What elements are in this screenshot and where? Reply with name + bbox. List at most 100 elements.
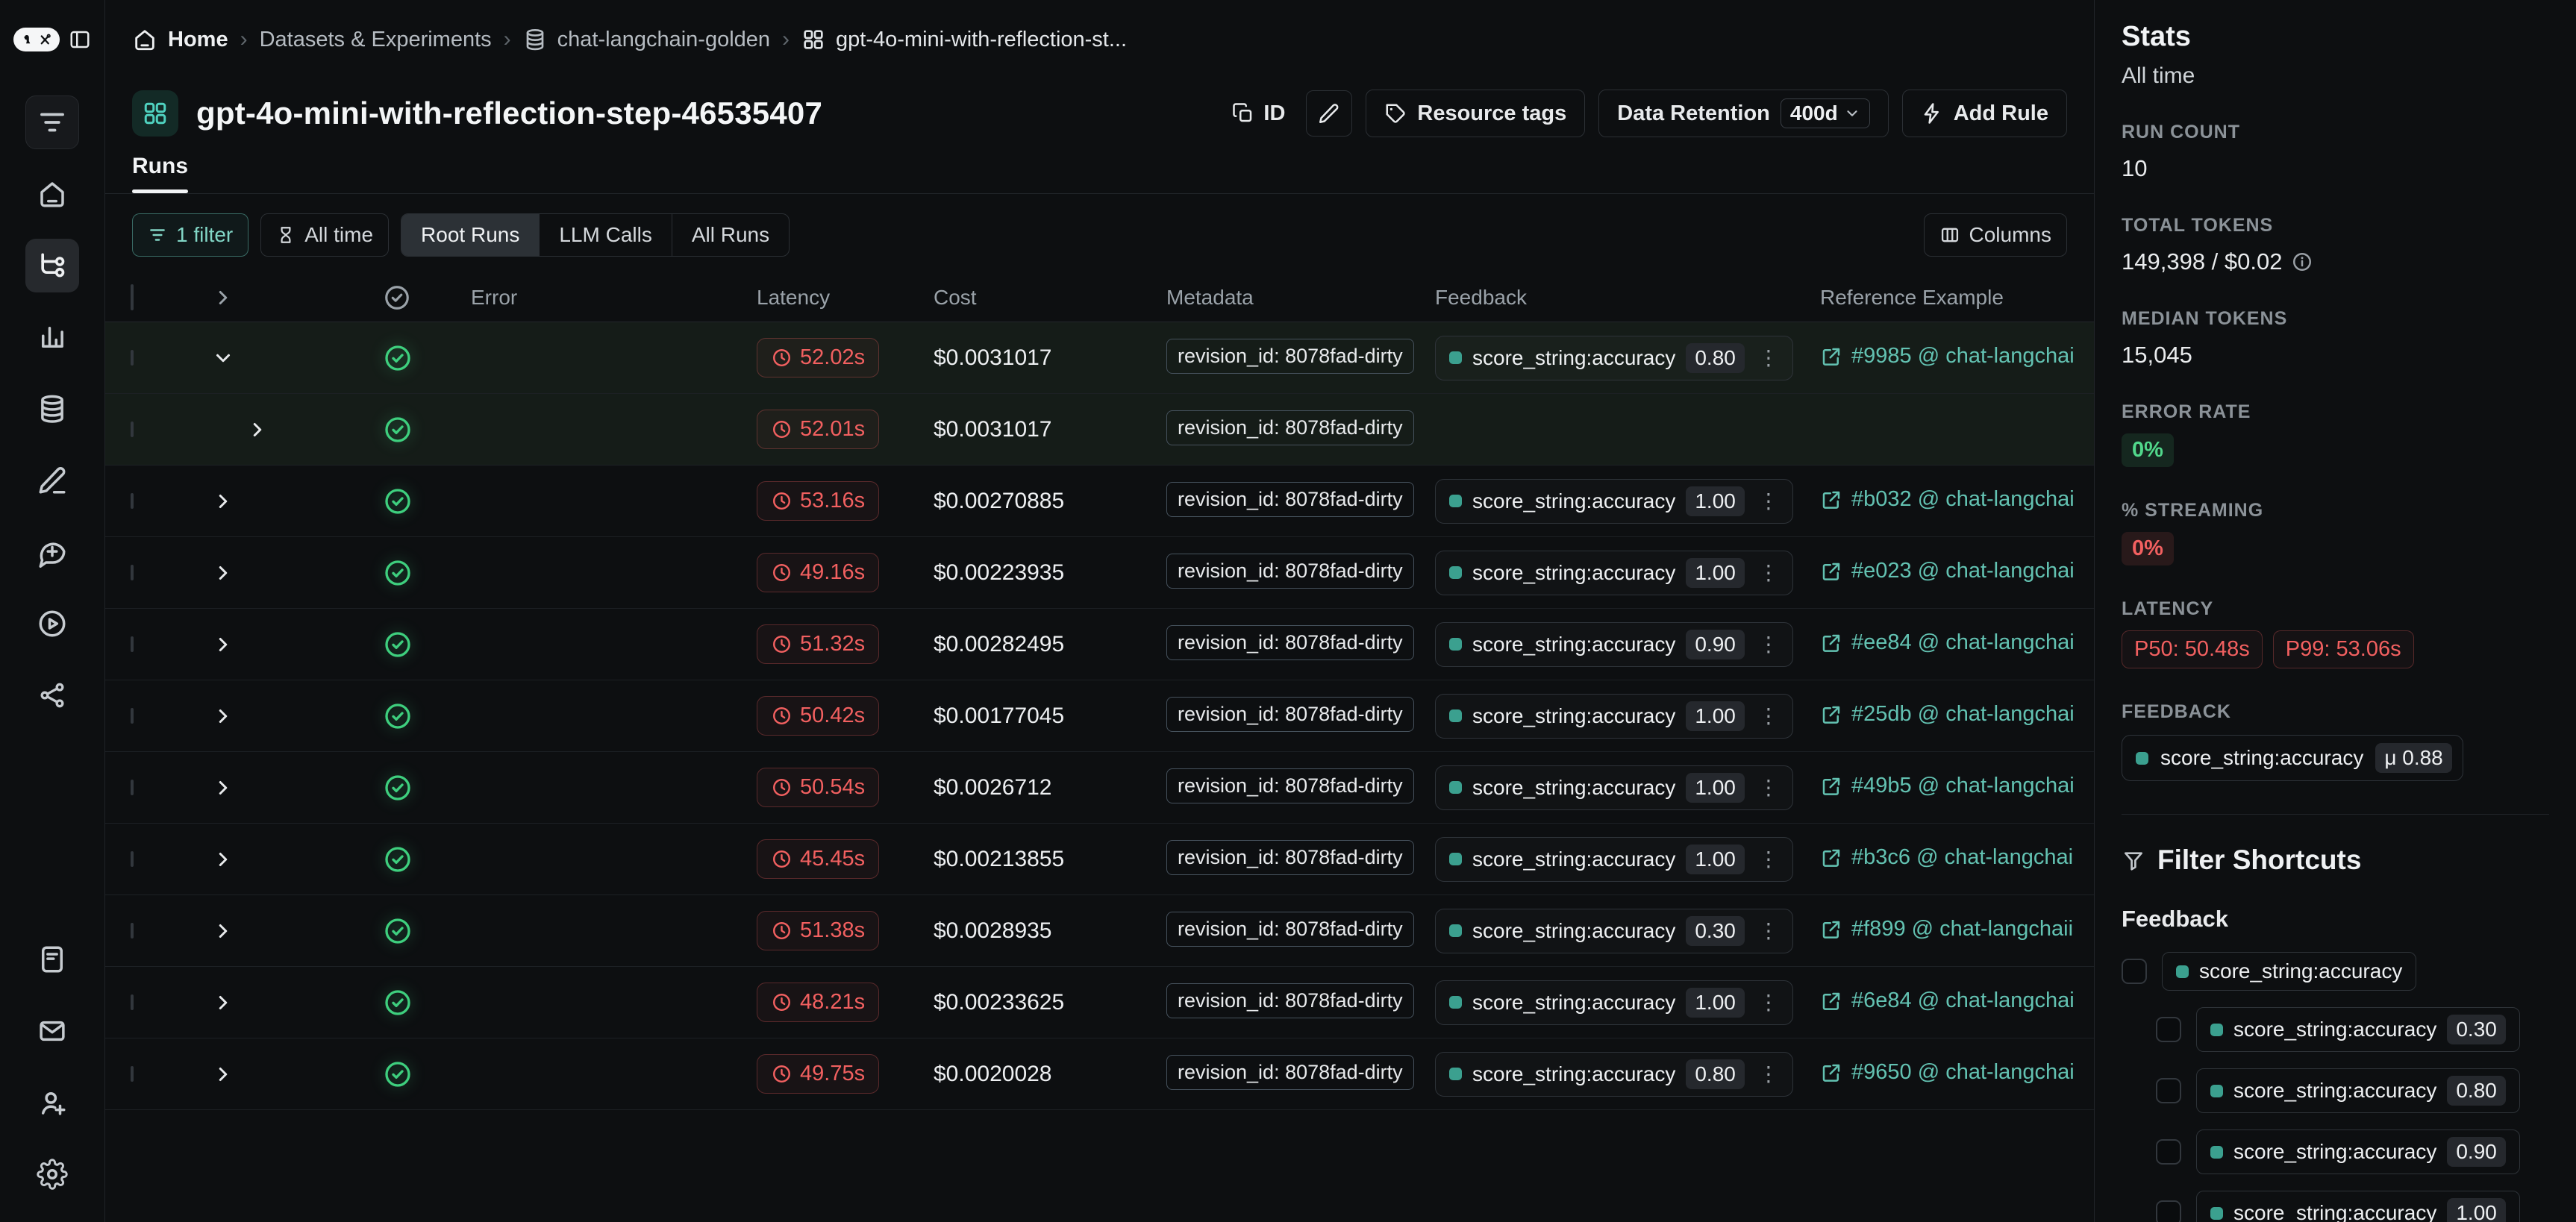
feedback-chip[interactable]: score_string:accuracy 1.00 ⋮ <box>1435 478 1793 524</box>
row-checkbox[interactable] <box>131 636 134 652</box>
metadata-chip[interactable]: revision_id: 8078fad-dirty <box>1166 410 1414 445</box>
table-row[interactable]: 51.32s $0.00282495 revision_id: 8078fad-… <box>105 609 2094 680</box>
sidebar-item-prompt-feedback[interactable] <box>25 525 79 579</box>
filter-value-chip[interactable]: score_string:accuracy 1.00 <box>2196 1191 2520 1222</box>
segment-all-runs[interactable]: All Runs <box>691 223 770 246</box>
metadata-chip[interactable]: revision_id: 8078fad-dirty <box>1166 911 1414 947</box>
kebab-menu-icon[interactable]: ⋮ <box>1757 1062 1779 1085</box>
expand-toggle-icon[interactable] <box>212 347 234 369</box>
data-retention-button[interactable]: Data Retention 400d <box>1598 90 1889 137</box>
kebab-menu-icon[interactable]: ⋮ <box>1757 990 1779 1014</box>
sidebar-item-dashboards[interactable] <box>25 310 79 364</box>
table-row[interactable]: 50.42s $0.00177045 revision_id: 8078fad-… <box>105 680 2094 752</box>
segment-llm-calls[interactable]: LLM Calls <box>540 214 672 256</box>
reference-example-link[interactable]: #f899 @ chat-langchaii <box>1820 917 2073 941</box>
breadcrumb-experiment[interactable]: gpt-4o-mini-with-reflection-st... <box>801 28 1127 52</box>
feedback-chip[interactable]: score_string:accuracy 0.30 ⋮ <box>1435 908 1793 953</box>
reference-example-link[interactable]: #49b5 @ chat-langchai <box>1820 774 2075 798</box>
row-checkbox[interactable] <box>131 922 134 939</box>
metadata-chip[interactable]: revision_id: 8078fad-dirty <box>1166 624 1414 660</box>
reference-example-link[interactable]: #e023 @ chat-langchai <box>1820 559 2075 583</box>
expand-toggle-icon[interactable] <box>212 777 234 799</box>
table-row[interactable]: 52.01s $0.0031017 revision_id: 8078fad-d… <box>105 394 2094 466</box>
expand-toggle-icon[interactable] <box>212 920 234 942</box>
table-row[interactable]: 49.75s $0.0020028 revision_id: 8078fad-d… <box>105 1038 2094 1110</box>
filter-count-button[interactable]: 1 filter <box>132 213 249 257</box>
sidebar-item-settings[interactable] <box>25 1147 79 1201</box>
edit-name-button[interactable] <box>1306 90 1353 137</box>
add-rule-button[interactable]: Add Rule <box>1901 90 2067 137</box>
reference-example-link[interactable]: #6e84 @ chat-langchai <box>1820 988 2075 1013</box>
filter-value-checkbox[interactable] <box>2156 1017 2181 1042</box>
expand-toggle-icon[interactable] <box>246 419 269 441</box>
metadata-chip[interactable]: revision_id: 8078fad-dirty <box>1166 696 1414 732</box>
kebab-menu-icon[interactable]: ⋮ <box>1757 489 1779 513</box>
row-checkbox[interactable] <box>131 349 134 366</box>
reference-example-link[interactable]: #b032 @ chat-langchai <box>1820 487 2075 512</box>
row-checkbox[interactable] <box>131 779 134 795</box>
sidebar-item-mail[interactable] <box>25 1004 79 1058</box>
breadcrumb-datasets[interactable]: Datasets & Experiments <box>260 28 492 52</box>
feedback-chip[interactable]: score_string:accuracy 0.80 ⋮ <box>1435 335 1793 380</box>
row-checkbox[interactable] <box>131 1065 134 1082</box>
row-checkbox[interactable] <box>131 994 134 1010</box>
row-checkbox[interactable] <box>131 707 134 724</box>
metadata-chip[interactable]: revision_id: 8078fad-dirty <box>1166 481 1414 517</box>
row-checkbox[interactable] <box>131 492 134 509</box>
feedback-chip[interactable]: score_string:accuracy 1.00 ⋮ <box>1435 693 1793 739</box>
filter-value-chip[interactable]: score_string:accuracy 0.90 <box>2196 1129 2520 1174</box>
table-row[interactable]: 51.38s $0.0028935 revision_id: 8078fad-d… <box>105 895 2094 967</box>
feedback-summary-chip[interactable]: score_string:accuracy μ 0.88 <box>2122 735 2463 781</box>
metadata-chip[interactable]: revision_id: 8078fad-dirty <box>1166 839 1414 875</box>
select-all-checkbox[interactable] <box>131 283 134 310</box>
reference-example-link[interactable]: #25db @ chat-langchai <box>1820 702 2075 727</box>
row-checkbox[interactable] <box>131 564 134 580</box>
expand-toggle-icon[interactable] <box>212 848 234 871</box>
filter-value-chip[interactable]: score_string:accuracy 0.80 <box>2196 1068 2520 1113</box>
langsmith-logo[interactable] <box>13 28 60 51</box>
table-row[interactable]: 50.54s $0.0026712 revision_id: 8078fad-d… <box>105 752 2094 824</box>
sidebar-collapse-icon[interactable] <box>69 28 91 51</box>
breadcrumb-dataset[interactable]: chat-langchain-golden <box>523 28 770 52</box>
copy-id-button[interactable]: ID <box>1225 90 1292 137</box>
row-checkbox[interactable] <box>131 421 134 437</box>
expand-toggle-icon[interactable] <box>212 562 234 584</box>
sidebar-item-home[interactable] <box>25 167 79 221</box>
expand-toggle-icon[interactable] <box>212 1063 234 1085</box>
data-retention-value-chip[interactable]: 400d <box>1780 98 1870 128</box>
filter-parent-chip[interactable]: score_string:accuracy <box>2162 952 2417 991</box>
feedback-chip[interactable]: score_string:accuracy 1.00 ⋮ <box>1435 980 1793 1025</box>
tab-runs[interactable]: Runs <box>132 154 188 193</box>
kebab-menu-icon[interactable]: ⋮ <box>1757 560 1779 584</box>
sidebar-item-invite-user[interactable] <box>25 1076 79 1129</box>
reference-example-link[interactable]: #9985 @ chat-langchai <box>1820 344 2075 369</box>
metadata-chip[interactable]: revision_id: 8078fad-dirty <box>1166 983 1414 1018</box>
reference-example-link[interactable]: #b3c6 @ chat-langchai <box>1820 845 2073 870</box>
info-icon[interactable] <box>2291 251 2313 273</box>
kebab-menu-icon[interactable]: ⋮ <box>1757 847 1779 871</box>
table-row[interactable]: 52.02s $0.0031017 revision_id: 8078fad-d… <box>105 322 2094 394</box>
table-row[interactable]: 49.16s $0.00223935 revision_id: 8078fad-… <box>105 537 2094 609</box>
sidebar-item-datasets-experiments[interactable] <box>25 382 79 436</box>
sidebar-item-quick-filter[interactable] <box>25 95 79 149</box>
chevron-right-icon[interactable] <box>212 286 234 309</box>
sidebar-item-deployments[interactable] <box>25 668 79 722</box>
metadata-chip[interactable]: revision_id: 8078fad-dirty <box>1166 553 1414 589</box>
filter-value-checkbox[interactable] <box>2156 1200 2181 1222</box>
kebab-menu-icon[interactable]: ⋮ <box>1757 632 1779 656</box>
table-row[interactable]: 45.45s $0.00213855 revision_id: 8078fad-… <box>105 824 2094 895</box>
feedback-chip[interactable]: score_string:accuracy 0.90 ⋮ <box>1435 621 1793 667</box>
expand-toggle-icon[interactable] <box>212 633 234 656</box>
feedback-chip[interactable]: score_string:accuracy 1.00 ⋮ <box>1435 765 1793 810</box>
sidebar-item-tracing-projects[interactable] <box>25 239 79 292</box>
kebab-menu-icon[interactable]: ⋮ <box>1757 704 1779 727</box>
kebab-menu-icon[interactable]: ⋮ <box>1757 918 1779 942</box>
feedback-chip[interactable]: score_string:accuracy 0.80 ⋮ <box>1435 1051 1793 1097</box>
feedback-chip[interactable]: score_string:accuracy 1.00 ⋮ <box>1435 836 1793 882</box>
metadata-chip[interactable]: revision_id: 8078fad-dirty <box>1166 338 1414 374</box>
reference-example-link[interactable]: #9650 @ chat-langchai <box>1820 1060 2075 1085</box>
resource-tags-button[interactable]: Resource tags <box>1366 90 1586 137</box>
filter-value-checkbox[interactable] <box>2156 1078 2181 1103</box>
feedback-chip[interactable]: score_string:accuracy 1.00 ⋮ <box>1435 550 1793 595</box>
filter-parent-checkbox[interactable] <box>2122 959 2147 984</box>
